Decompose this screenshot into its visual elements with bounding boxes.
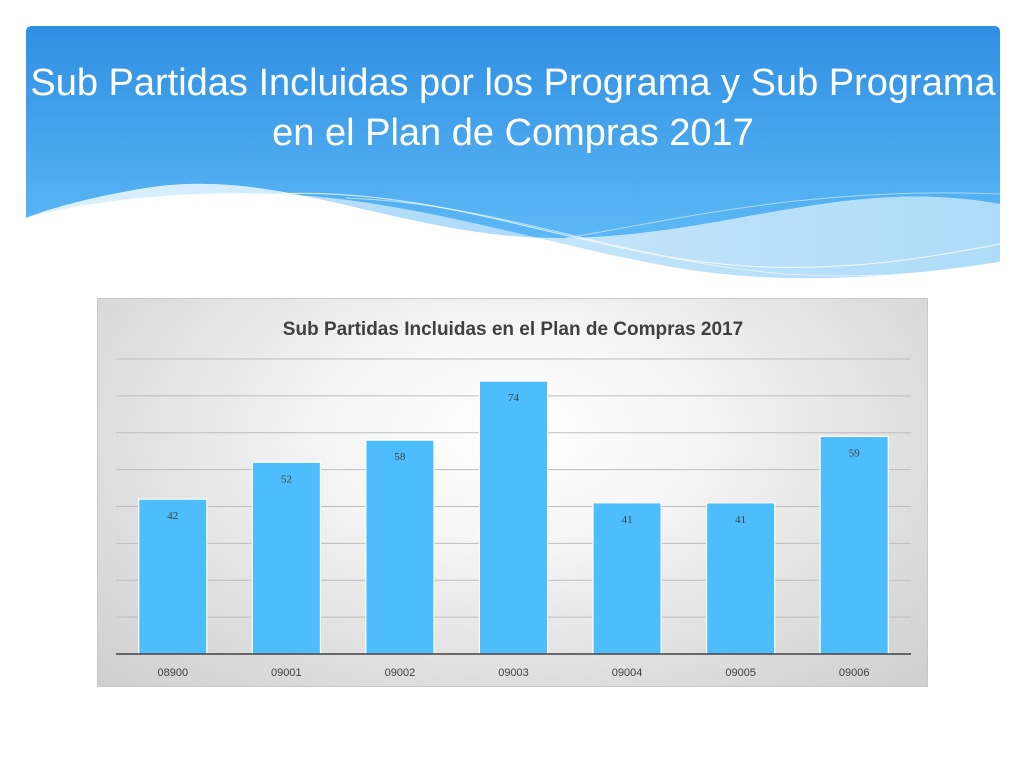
chart-title: Sub Partidas Incluidas en el Plan de Com… [283,319,743,340]
bar-09003 [478,380,549,655]
x-tick-label: 09004 [612,667,643,679]
x-tick-labels: 08900 09001 09002 09003 09004 09005 09006 [157,667,869,679]
x-tick-label: 09001 [271,667,302,679]
bar-chart: Sub Partidas Incluidas en el Plan de Com… [116,319,911,679]
header-wave-graphic [26,26,1000,279]
data-label-09002: 58 [394,451,406,463]
data-labels: 42 52 58 74 41 41 59 [167,392,860,526]
bar-09004 [592,502,662,655]
x-tick-label: 08900 [157,667,188,679]
data-label-08900: 42 [167,510,178,522]
x-tick-label: 09006 [839,667,870,679]
bar-09001 [251,461,322,655]
bar-09002 [365,439,435,655]
data-label-09003: 74 [508,392,520,404]
bar-09006 [819,435,889,655]
bar-08900 [138,498,208,655]
data-label-09001: 52 [281,473,292,485]
x-tick-label: 09003 [498,667,529,679]
slide-title: Sub Partidas Incluidas por los Programa … [30,62,996,154]
data-label-09006: 59 [849,447,861,459]
data-label-09005: 41 [735,514,746,526]
x-tick-label: 09005 [725,667,756,679]
x-tick-label: 09002 [385,667,416,679]
bars [138,380,889,655]
slide-header-band [26,26,1000,288]
chart-panel: Sub Partidas Incluidas en el Plan de Com… [97,298,928,687]
bar-09005 [705,502,776,655]
data-label-09004: 41 [622,514,633,526]
